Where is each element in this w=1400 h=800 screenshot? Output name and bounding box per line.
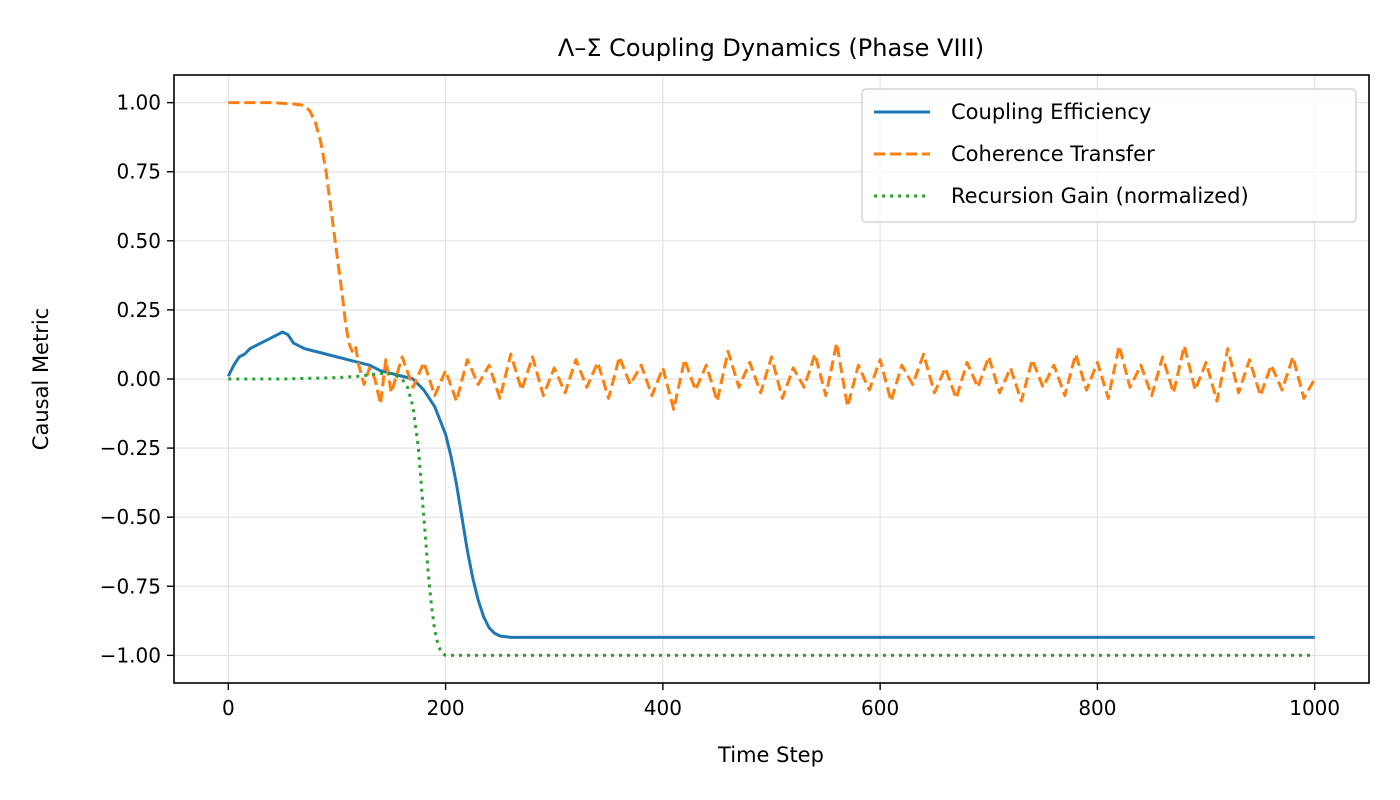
x-tick-label: 0 bbox=[222, 696, 235, 720]
series-lines bbox=[226, 101, 1316, 657]
x-tick-label: 400 bbox=[644, 696, 682, 720]
y-axis-title: Causal Metric bbox=[29, 308, 53, 450]
series-line-coupling-efficiency bbox=[226, 330, 1315, 639]
y-tick-label: −1.00 bbox=[100, 643, 161, 667]
x-tick-label: 200 bbox=[426, 696, 464, 720]
y-tick-label: 0.00 bbox=[116, 367, 161, 391]
legend-label-recursion-gain: Recursion Gain (normalized) bbox=[951, 184, 1249, 208]
legend-box bbox=[861, 88, 1357, 223]
x-tick-label: 800 bbox=[1078, 696, 1116, 720]
series-line-recursion-gain-normalized bbox=[228, 371, 1315, 657]
y-tick-label: 1.00 bbox=[116, 91, 161, 115]
x-axis-title: Time Step bbox=[717, 743, 824, 767]
x-tick-label: 600 bbox=[861, 696, 899, 720]
y-tick-label: 0.25 bbox=[116, 298, 161, 322]
x-axis-ticks: 0 200 400 600 800 1000 bbox=[222, 683, 1340, 720]
y-tick-label: −0.25 bbox=[100, 436, 161, 460]
legend: Coupling Efficiency Coherence Transfer R… bbox=[861, 88, 1357, 223]
y-tick-label: 0.75 bbox=[116, 160, 161, 184]
legend-label-coherence-transfer: Coherence Transfer bbox=[951, 142, 1155, 166]
y-tick-label: −0.75 bbox=[100, 574, 161, 598]
y-tick-label: 0.50 bbox=[116, 229, 161, 253]
legend-label-coupling-efficiency: Coupling Efficiency bbox=[951, 100, 1151, 124]
y-axis-ticks: 1.00 0.75 0.50 0.25 0.00 −0.25 −0.50 −0.75 −1.00 bbox=[100, 91, 174, 667]
series-line-coherence-transfer bbox=[228, 101, 1316, 411]
chart-title: Λ–Σ Coupling Dynamics (Phase VIII) bbox=[558, 34, 984, 62]
x-tick-label: 1000 bbox=[1289, 696, 1340, 720]
y-tick-label: −0.50 bbox=[100, 505, 161, 529]
